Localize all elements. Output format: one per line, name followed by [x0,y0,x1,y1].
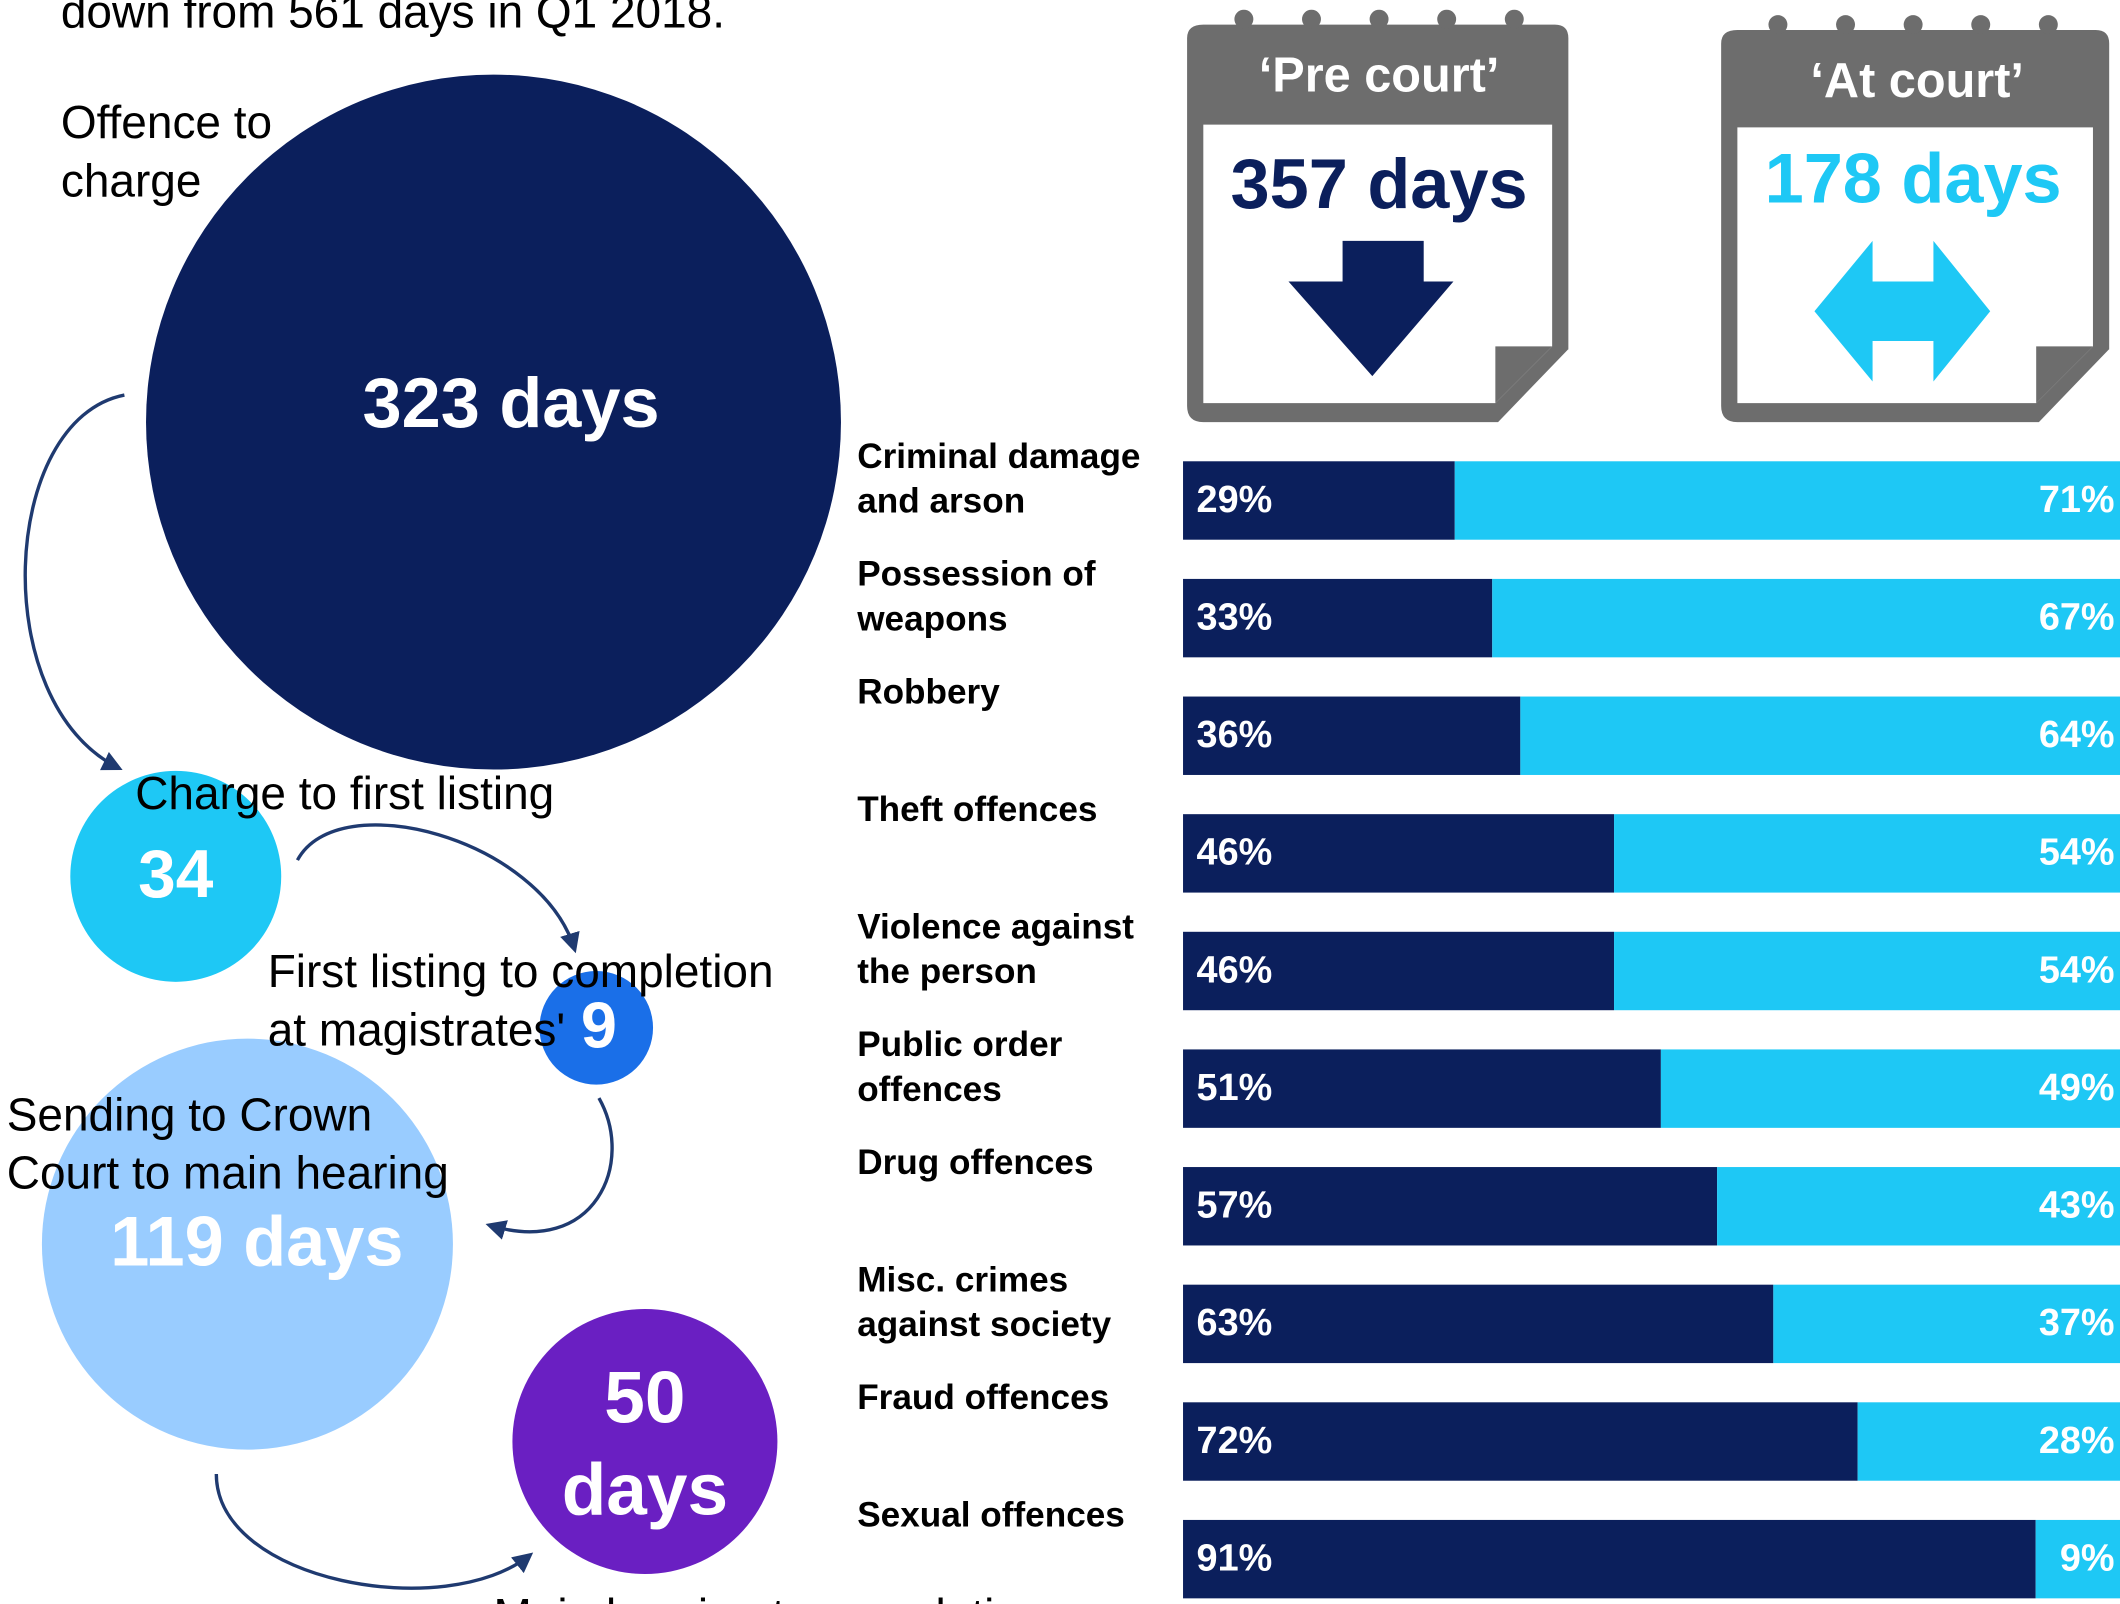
value-label: 54% [2039,832,2115,874]
stage-value-text: 50 days [561,1357,729,1531]
value-label: 71% [2039,479,2115,521]
category-label-text: Criminal damage and arson [857,435,1141,521]
stage-label: First listing to completion at magistrat… [267,946,774,1057]
stage-value: 50 days [561,1357,729,1531]
value-label: 51% [1197,1067,1273,1109]
stage-label-text: Offence to charge [60,97,273,208]
value-label: 91% [1197,1537,1273,1579]
calendar-icon [1721,15,2110,423]
bar-chart: Criminal damage and arson 29% 71% Possessio… [857,435,2120,1599]
bar-segment [1614,814,2120,893]
bar-segment [1183,1049,1661,1128]
bar-segment [1183,1402,1858,1481]
calendar-value: 178 days [1765,139,2062,218]
stage-label: Offence to charge [60,97,273,208]
stage-label: Charge to first listing [135,768,555,820]
flow-arrow [485,1097,614,1240]
flow-arrow [214,1473,534,1590]
bar-segment [1660,1049,2120,1128]
stage-bubble [70,770,282,982]
value-label: 49% [2039,1067,2115,1109]
value-label: 33% [1197,596,1273,638]
category-label-text: Theft offences [857,788,1098,830]
stage-bubble [512,1309,778,1575]
bar-segment [1183,1519,2036,1599]
stage-value: 119 days [110,1201,403,1280]
bar-segment [1773,1284,2120,1364]
bar-segment [1492,578,2120,658]
category-label: Violence against the person [857,906,1134,992]
category-label-text: Sexual offences [857,1494,1125,1535]
stage-label-text: Sending to Crown Court to main hearing [6,1089,449,1200]
bar-segment [1183,578,1493,658]
value-label: 9% [2060,1537,2115,1579]
category-label: Fraud offences [857,1376,1110,1418]
value-label: 57% [1197,1185,1273,1227]
category-label-text: Violence against the person [857,906,1134,992]
stage-label-text: Main hearing to completion [493,1588,1115,1604]
category-label: Public order offences [857,1023,1063,1109]
category-label: Misc. crimes against society [857,1258,1112,1345]
value-label: 28% [2039,1420,2115,1462]
value-label: 37% [2039,1302,2115,1344]
category-label-text: Drug offences [857,1141,1094,1182]
stage-label: Sending to Crown Court to main hearing [6,1089,449,1200]
bar-segment [1614,931,2120,1011]
category-label-text: Fraud offences [857,1376,1110,1418]
stage-bubble [41,1038,453,1450]
category-label-text: Public order offences [857,1023,1063,1109]
bar-segment [1717,1167,2120,1246]
value-label: 64% [2039,714,2115,756]
bar-segment [1183,461,1455,540]
category-label: Drug offences [857,1141,1094,1182]
stage-label-text: First listing to completion at magistrat… [267,946,774,1057]
value-label: 72% [1197,1420,1273,1462]
header-note: down from 561 days in Q1 2018. [61,0,725,37]
calendar-icon [1187,9,1569,423]
bar-segment [2035,1519,2120,1599]
calendar-title: ‘At court’ [1810,54,2024,108]
category-label-text: Robbery [857,670,1000,712]
category-label-text: Misc. crimes against society [857,1258,1112,1345]
bar-segment [1183,931,1615,1011]
value-label: 54% [2039,949,2115,991]
bar-segment [1857,1402,2120,1481]
value-label: 67% [2039,596,2115,638]
stage-bubble [539,971,654,1085]
flow-arrow [295,823,580,954]
value-label: 36% [1197,714,1273,756]
bar-segment [1454,461,2120,540]
stage-label: Main hearing to completion [493,1588,1115,1604]
bar-segment [1520,696,2120,775]
category-label: Sexual offences [857,1494,1125,1535]
stage-value: 34 [138,837,214,912]
value-label: 46% [1197,949,1273,991]
stage-value: 9 [581,989,617,1062]
category-label-text: Possession of weapons [857,553,1096,639]
category-label: Robbery [857,670,1000,712]
calendar-title: ‘Pre court’ [1259,49,1500,103]
bar-segment [1183,814,1615,893]
category-label: Possession of weapons [857,553,1096,639]
bar-segment [1183,1284,1774,1364]
calendar-value: 357 days [1231,144,1528,223]
bar-segment [1183,1167,1718,1246]
value-label: 43% [2039,1185,2115,1227]
flow-arrow [23,393,125,771]
value-label: 63% [1197,1302,1273,1344]
category-label: Theft offences [857,788,1098,830]
value-label: 29% [1197,479,1273,521]
value-label: 46% [1197,832,1273,874]
bar-segment [1183,696,1521,775]
stage-label-text: Charge to first listing [135,768,555,820]
category-label: Criminal damage and arson [857,435,1141,521]
stage-bubble [146,74,841,770]
stage-value: 323 days [363,363,660,442]
